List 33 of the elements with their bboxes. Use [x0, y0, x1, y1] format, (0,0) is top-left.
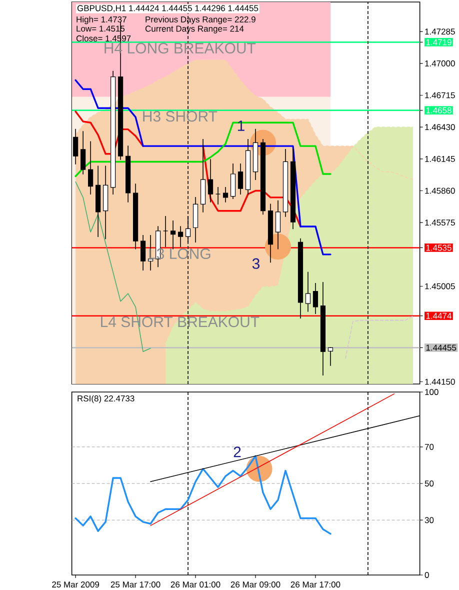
annotation: 3: [252, 258, 260, 269]
y-tick-label: 30: [424, 517, 434, 524]
ref-line-label: H3 SHORT: [143, 111, 218, 122]
annotation: 1: [238, 120, 245, 131]
y-tick-label: 1.45860: [425, 188, 455, 194]
y-tick-label: 1.44150: [425, 378, 455, 385]
y-tick-label: 1.44455: [426, 344, 456, 351]
annotation: 2: [234, 446, 241, 458]
x-tick-label: 25 Mar 17:00: [111, 582, 160, 588]
y-tick-label: 1.46145: [425, 156, 455, 162]
x-tick-label: 26 Mar 17:00: [290, 582, 340, 588]
chart-title: RSI(8) 22.4733: [78, 395, 134, 404]
chart-title: GBPUSD,H1 1.44424 1.44455 1.44296 1.44455: [78, 5, 258, 12]
y-tick-label: 1.4658: [426, 107, 452, 114]
y-tick-label: 1.46430: [425, 124, 455, 130]
y-tick-label: 70: [425, 444, 434, 450]
y-tick-label: 50: [424, 480, 434, 486]
x-tick-label: 25 Mar 2009: [52, 582, 100, 588]
y-tick-label: 1.4719: [426, 39, 452, 46]
y-tick-label: 1.45005: [425, 283, 455, 290]
y-tick-label: 1.47000: [425, 60, 455, 66]
y-tick-label: 1.4535: [426, 244, 452, 251]
x-tick-label: 26 Mar 01:00: [171, 582, 220, 588]
y-tick-label: 100: [425, 388, 438, 395]
y-tick-label: 1.47285: [425, 28, 455, 35]
annotation: Previous Days Range= 222.9: [146, 16, 256, 24]
annotation: High= 1.4737: [76, 16, 126, 24]
y-tick-label: 1.45575: [425, 220, 455, 226]
x-tick-label: 26 Mar 09:00: [230, 582, 280, 588]
y-tick-label: 0: [424, 572, 430, 578]
annotation: Current Days Range= 214: [146, 26, 244, 34]
y-tick-label: 1.46715: [425, 92, 455, 98]
y-tick-label: 1.4474: [426, 312, 452, 319]
